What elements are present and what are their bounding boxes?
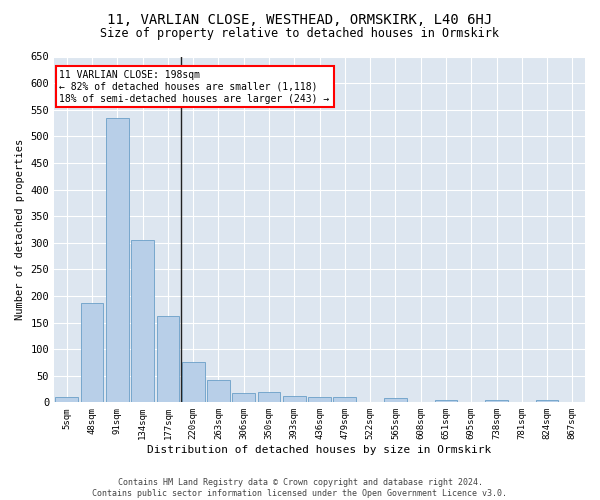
Bar bbox=[131, 240, 154, 402]
Bar bbox=[182, 362, 205, 403]
Y-axis label: Number of detached properties: Number of detached properties bbox=[15, 139, 25, 320]
Text: Contains HM Land Registry data © Crown copyright and database right 2024.
Contai: Contains HM Land Registry data © Crown c… bbox=[92, 478, 508, 498]
Text: 11, VARLIAN CLOSE, WESTHEAD, ORMSKIRK, L40 6HJ: 11, VARLIAN CLOSE, WESTHEAD, ORMSKIRK, L… bbox=[107, 12, 493, 26]
Text: Size of property relative to detached houses in Ormskirk: Size of property relative to detached ho… bbox=[101, 28, 499, 40]
Bar bbox=[157, 316, 179, 402]
Bar bbox=[232, 393, 255, 402]
Bar bbox=[55, 397, 78, 402]
Bar bbox=[257, 392, 280, 402]
Bar bbox=[536, 400, 559, 402]
Bar bbox=[81, 304, 103, 402]
X-axis label: Distribution of detached houses by size in Ormskirk: Distribution of detached houses by size … bbox=[148, 445, 492, 455]
Text: 11 VARLIAN CLOSE: 198sqm
← 82% of detached houses are smaller (1,118)
18% of sem: 11 VARLIAN CLOSE: 198sqm ← 82% of detach… bbox=[59, 70, 330, 104]
Bar bbox=[283, 396, 305, 402]
Bar bbox=[106, 118, 129, 403]
Bar bbox=[207, 380, 230, 402]
Bar bbox=[308, 397, 331, 402]
Bar bbox=[384, 398, 407, 402]
Bar bbox=[434, 400, 457, 402]
Bar bbox=[485, 400, 508, 402]
Bar bbox=[334, 397, 356, 402]
